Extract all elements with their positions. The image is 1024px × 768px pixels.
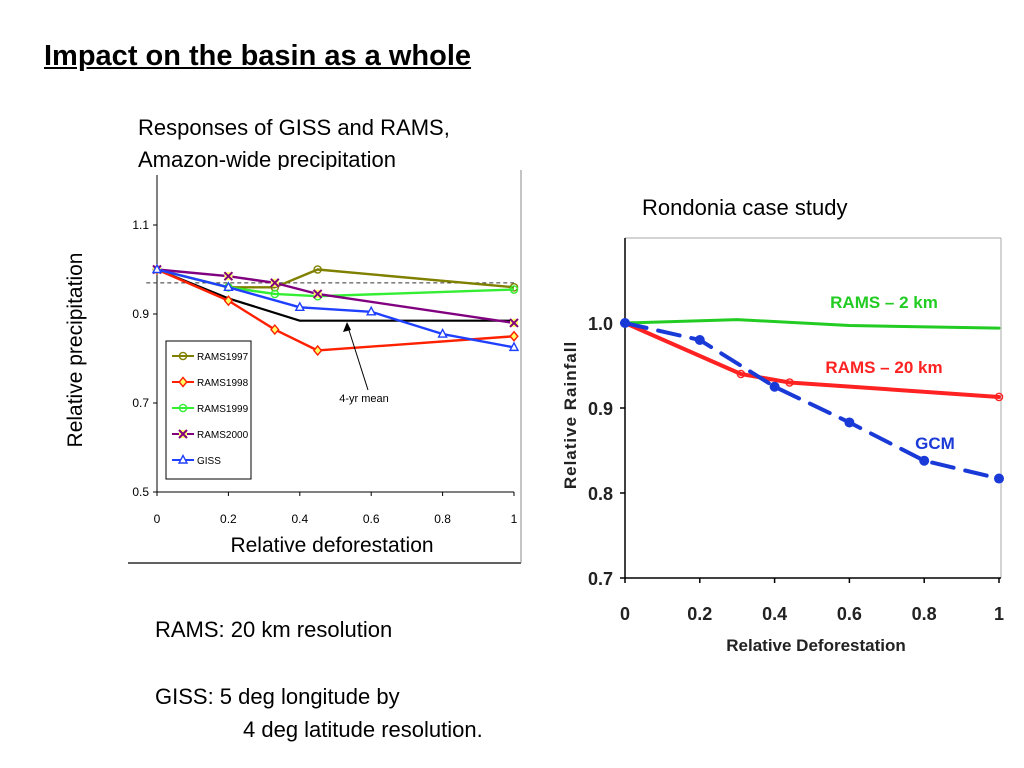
left-x-tick-label: 0 <box>154 512 161 526</box>
giss-resolution-note: GISS: 5 deg longitude by <box>155 684 400 709</box>
left-series-giss-point <box>151 263 163 274</box>
legend-marker <box>178 403 188 413</box>
left-series-giss-point <box>508 341 520 352</box>
left-x-tick-label: 1 <box>511 512 518 526</box>
left-series-giss-point <box>294 301 305 312</box>
legend-marker <box>178 376 188 388</box>
left-series-rams2000-point <box>223 271 234 281</box>
slide-title: Impact on the basin as a whole <box>44 40 472 72</box>
legend-entry-label: RAMS1999 <box>197 404 249 415</box>
left-chart-caption: Responses of GISS and RAMS, Amazon-wide … <box>138 112 450 176</box>
left-x-tick-label: 0.2 <box>220 512 237 526</box>
left-series-rams2000-point <box>270 278 280 288</box>
left-series-rams1998-point <box>223 295 234 307</box>
left-series-giss-point <box>223 281 234 291</box>
left-series-giss-line <box>156 268 515 349</box>
giss-resolution-note-cont: 4 deg latitude resolution. <box>243 717 483 742</box>
left-series-giss-point <box>366 305 377 316</box>
left-y-tick-label: 0.7 <box>132 396 149 410</box>
left-y-tick-label: 0.5 <box>132 485 149 499</box>
mean-annotation-arrow <box>346 323 369 391</box>
right-chart-caption: Rondonia case study <box>642 195 848 220</box>
left-chart-legend: RAMS1997 RAMS1998 RAMS1999 RAMS2000 GISS <box>165 340 252 480</box>
legend-entry-label: RAMS1997 <box>197 352 249 363</box>
left-series-four-yr-mean-line <box>156 268 514 322</box>
mean-annotation-label: 4-yr mean <box>339 393 389 405</box>
left-y-axis-label: Relative precipitation <box>64 253 87 448</box>
left-series-rams2000-point <box>312 289 323 299</box>
left-series-rams1999-point <box>270 289 280 299</box>
left-series-rams2000-point <box>509 318 519 328</box>
left-x-tick-label: 0.8 <box>434 512 451 526</box>
legend-entry-label: GISS <box>197 456 221 467</box>
legend-entry-label: RAMS2000 <box>197 430 249 441</box>
legend-marker <box>177 454 189 464</box>
left-x-tick-label: 0.6 <box>363 512 380 526</box>
left-x-tick-label: 0.4 <box>291 512 308 526</box>
left-series-rams1998-point <box>509 330 519 342</box>
left-y-tick-label: 0.9 <box>132 307 149 321</box>
left-series-rams1998-point <box>312 344 323 357</box>
left-caption-line-1: Responses of GISS and RAMS, <box>138 115 450 140</box>
left-y-tick-label: 1.1 <box>132 218 149 232</box>
left-series-rams1999-point <box>509 285 519 294</box>
mean-annotation-arrowhead <box>343 322 351 332</box>
legend-entry-label: RAMS1998 <box>197 378 249 389</box>
left-series-rams1997-point <box>313 265 322 274</box>
legend-marker <box>178 351 188 361</box>
left-series-giss-point <box>437 328 448 338</box>
left-series-rams1998-point <box>270 323 280 336</box>
legend-marker <box>178 429 188 439</box>
rams-resolution-note: RAMS: 20 km resolution <box>155 617 393 642</box>
left-x-axis-label: Relative deforestation <box>230 534 433 557</box>
left-caption-line-2: Amazon-wide precipitation <box>138 147 397 172</box>
